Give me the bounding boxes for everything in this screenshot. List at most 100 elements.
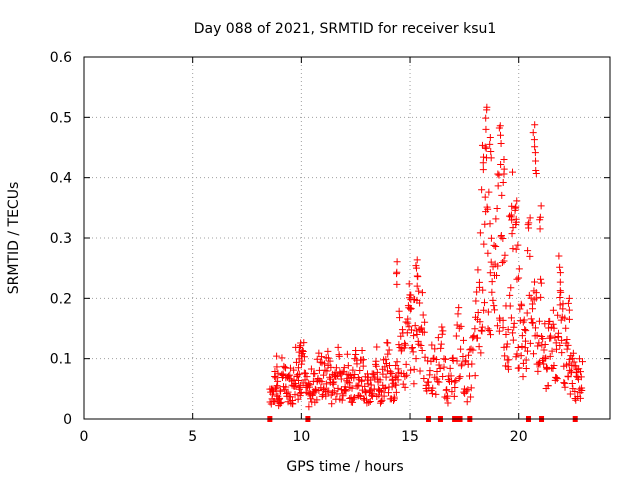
data-point <box>570 358 578 366</box>
data-point <box>434 378 442 386</box>
data-point <box>512 203 520 211</box>
data-point <box>408 343 416 351</box>
data-point <box>332 373 340 381</box>
data-point <box>457 345 465 353</box>
data-point <box>539 335 547 343</box>
data-point <box>313 396 321 404</box>
data-point <box>501 352 509 360</box>
data-point <box>278 354 286 362</box>
data-point <box>497 160 505 168</box>
x-tick-label: 10 <box>292 429 310 445</box>
data-point <box>302 369 310 377</box>
data-point <box>413 282 421 290</box>
data-point <box>531 278 539 286</box>
data-point <box>505 356 513 364</box>
data-point <box>393 258 401 266</box>
data-point <box>395 307 403 315</box>
data-point <box>276 400 284 408</box>
x-tick-label: 5 <box>188 429 197 445</box>
data-point <box>482 144 490 152</box>
data-point <box>340 364 348 372</box>
data-point <box>438 330 446 338</box>
data-point <box>435 378 443 386</box>
data-point <box>410 380 418 388</box>
data-point <box>506 291 514 299</box>
data-point <box>536 216 544 224</box>
data-point <box>484 205 492 213</box>
data-point <box>526 214 534 222</box>
data-point <box>541 320 549 328</box>
data-point <box>499 234 507 242</box>
data-point <box>546 317 554 325</box>
data-point <box>509 245 517 253</box>
data-point <box>495 171 503 179</box>
data-point <box>525 219 533 227</box>
data-point <box>503 343 511 351</box>
data-point <box>550 324 558 332</box>
data-point <box>533 331 541 339</box>
x-tick-label: 0 <box>80 429 89 445</box>
data-point <box>290 366 298 374</box>
data-point <box>569 349 577 357</box>
data-point <box>473 334 481 342</box>
data-point <box>386 361 394 369</box>
data-point <box>417 325 425 333</box>
y-tick-label: 0.3 <box>50 231 72 247</box>
data-point <box>295 385 303 393</box>
data-point <box>556 293 564 301</box>
data-point <box>299 347 307 355</box>
data-point <box>556 263 564 271</box>
data-point <box>351 371 359 379</box>
data-point <box>396 314 404 322</box>
data-point <box>572 362 580 370</box>
data-point <box>554 329 562 337</box>
data-point <box>577 373 585 381</box>
data-point <box>518 302 526 310</box>
data-point <box>428 341 436 349</box>
data-point <box>494 170 502 178</box>
data-point <box>384 339 392 347</box>
data-point <box>556 269 564 277</box>
data-point <box>346 394 354 402</box>
grid <box>84 57 610 419</box>
data-point <box>359 362 367 370</box>
data-point <box>390 397 398 405</box>
data-point <box>406 305 414 313</box>
data-point <box>394 376 402 384</box>
data-point <box>513 197 521 205</box>
data-point <box>556 287 564 295</box>
data-point <box>451 383 459 391</box>
data-point <box>529 305 537 313</box>
data-point <box>452 332 460 340</box>
data-point <box>291 391 299 399</box>
data-point <box>456 373 464 381</box>
data-point <box>475 278 483 286</box>
data-point <box>500 257 508 265</box>
data-point <box>534 342 542 350</box>
data-point <box>484 249 492 257</box>
data-point <box>350 393 358 401</box>
data-point <box>272 374 280 382</box>
data-point <box>462 387 470 395</box>
data-point <box>292 358 300 366</box>
data-point <box>332 364 340 372</box>
data-point <box>513 275 521 283</box>
data-point <box>499 179 507 187</box>
data-point <box>563 336 571 344</box>
data-point <box>382 373 390 381</box>
data-point <box>513 350 521 358</box>
data-point <box>500 156 508 164</box>
data-point <box>339 392 347 400</box>
data-point <box>282 383 290 391</box>
data-point <box>324 347 332 355</box>
data-point <box>421 318 429 326</box>
data-point <box>410 365 418 373</box>
data-point <box>494 262 502 270</box>
data-point <box>497 140 505 148</box>
data-point <box>390 395 398 403</box>
data-point <box>295 348 303 356</box>
data-point <box>508 216 516 224</box>
data-point <box>410 332 418 340</box>
data-point <box>578 387 586 395</box>
